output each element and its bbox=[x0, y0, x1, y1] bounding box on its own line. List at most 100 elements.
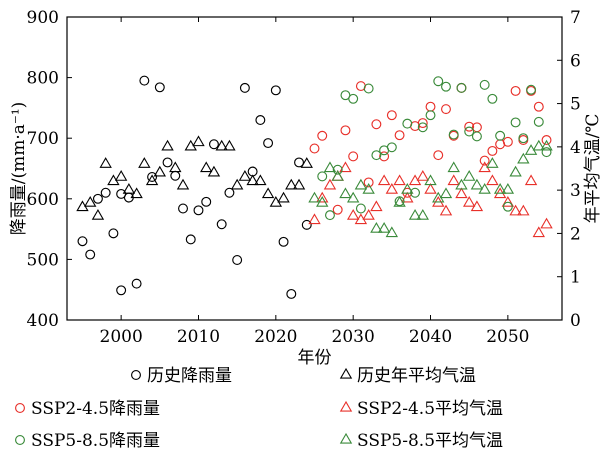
data-point-triangle bbox=[470, 178, 484, 190]
legend-item: 历史降雨量 bbox=[131, 366, 232, 386]
data-point-circle bbox=[371, 119, 382, 130]
y-right-tick-label: 5 bbox=[570, 95, 581, 115]
data-point-circle bbox=[77, 236, 88, 247]
data-point-triangle bbox=[362, 209, 375, 220]
data-point-triangle bbox=[323, 161, 337, 173]
data-point-circle bbox=[479, 155, 490, 166]
data-point-triangle bbox=[122, 183, 136, 194]
data-point-triangle bbox=[439, 204, 453, 216]
data-point-triangle bbox=[323, 178, 337, 190]
data-point-triangle bbox=[385, 226, 399, 238]
data-point-triangle bbox=[370, 221, 383, 233]
data-point-triangle bbox=[377, 221, 391, 233]
data-point-circle bbox=[278, 236, 289, 247]
data-point-triangle bbox=[215, 139, 228, 151]
data-point-triangle bbox=[501, 183, 515, 194]
legend-label: 历史年平均气温 bbox=[357, 366, 476, 386]
data-point-triangle bbox=[207, 165, 221, 177]
legend-item: SSP5-8.5平均气温 bbox=[339, 431, 503, 451]
y-right-axis-label: 年平均气温/℃ bbox=[583, 114, 603, 224]
data-point-triangle bbox=[246, 174, 259, 186]
plot-frame bbox=[66, 16, 563, 321]
data-point-triangle bbox=[455, 178, 468, 190]
legend: 历史降雨量 历史年平均气温 SSP2-4.5降雨量 SSP2-4.5平均气温 SSP5-… bbox=[15, 366, 503, 451]
legend-item: SSP2-4.5平均气温 bbox=[339, 399, 503, 419]
data-point-circle bbox=[332, 204, 343, 215]
data-point-triangle bbox=[540, 217, 553, 229]
data-point-circle bbox=[270, 85, 281, 96]
y-left-tick-label: 800 bbox=[27, 69, 59, 89]
data-point-triangle bbox=[238, 170, 252, 181]
data-point-circle bbox=[178, 203, 188, 214]
data-point-circle bbox=[502, 201, 513, 212]
data-point-circle bbox=[154, 82, 165, 93]
data-point-triangle bbox=[416, 209, 429, 220]
data-point-circle bbox=[185, 234, 196, 245]
data-point-triangle bbox=[91, 209, 105, 220]
data-point-circle bbox=[263, 138, 274, 149]
data-point-circle bbox=[208, 139, 219, 150]
data-point-circle bbox=[100, 187, 111, 198]
data-point-triangle bbox=[292, 178, 306, 190]
data-point-triangle bbox=[161, 139, 174, 151]
data-point-circle bbox=[386, 110, 397, 121]
data-point-circle bbox=[448, 129, 459, 140]
x-tick-label: 2050 bbox=[486, 327, 529, 347]
data-point-circle bbox=[386, 142, 397, 153]
data-point-circle bbox=[510, 117, 521, 128]
data-point-circle bbox=[495, 130, 506, 141]
data-point-circle bbox=[301, 219, 312, 230]
data-point-triangle bbox=[99, 157, 112, 168]
data-point-circle bbox=[541, 147, 552, 158]
data-point-triangle bbox=[362, 183, 375, 194]
data-point-triangle bbox=[393, 196, 406, 207]
data-point-circle bbox=[147, 172, 158, 182]
data-point-circle bbox=[340, 125, 351, 136]
x-tick-label: 2040 bbox=[409, 327, 452, 347]
data-point-triangle bbox=[486, 157, 499, 168]
data-point-circle bbox=[441, 81, 451, 92]
data-point-circle bbox=[286, 288, 297, 299]
x-tick-label: 2020 bbox=[254, 327, 297, 347]
data-point-circle bbox=[216, 219, 227, 230]
data-point-circle bbox=[239, 82, 250, 93]
y-right-tick-label: 3 bbox=[570, 181, 581, 201]
data-point-circle bbox=[332, 164, 343, 175]
data-point-circle bbox=[456, 82, 467, 93]
data-point-circle bbox=[433, 76, 444, 87]
data-point-triangle bbox=[517, 152, 530, 164]
data-point-triangle bbox=[393, 174, 406, 186]
data-point-triangle bbox=[509, 165, 522, 177]
y-right-tick-label: 6 bbox=[570, 51, 581, 71]
data-point-circle bbox=[363, 83, 374, 94]
data-point-triangle bbox=[486, 174, 499, 186]
data-point-triangle bbox=[176, 178, 190, 190]
data-point-circle bbox=[170, 170, 181, 181]
legend-item: 历史年平均气温 bbox=[339, 366, 476, 386]
data-point-triangle bbox=[509, 204, 522, 216]
data-point-circle bbox=[224, 187, 235, 198]
data-point-circle bbox=[464, 126, 475, 137]
data-point-triangle bbox=[370, 200, 383, 212]
data-point-circle bbox=[487, 93, 498, 104]
data-point-triangle bbox=[478, 183, 491, 194]
legend-marker-circle bbox=[15, 435, 25, 445]
data-point-circle bbox=[417, 122, 428, 133]
legend-label: SSP2-4.5降雨量 bbox=[31, 399, 160, 419]
data-point-triangle bbox=[339, 187, 352, 199]
data-point-triangle bbox=[261, 187, 275, 199]
y-left-tick-label: 600 bbox=[27, 190, 59, 210]
data-point-circle bbox=[92, 193, 103, 204]
data-point-triangle bbox=[153, 165, 167, 177]
y-right-tick-label: 7 bbox=[570, 8, 581, 28]
data-point-triangle bbox=[377, 174, 391, 186]
legend-item: SSP5-8.5降雨量 bbox=[15, 431, 160, 451]
legend-marker-triangle bbox=[339, 400, 353, 412]
data-point-circle bbox=[526, 84, 537, 95]
y-left-tick-label: 700 bbox=[27, 129, 59, 149]
y-left-tick-label: 500 bbox=[27, 250, 59, 270]
data-point-triangle bbox=[455, 187, 468, 199]
data-point-triangle bbox=[439, 187, 453, 199]
data-point-circle bbox=[479, 79, 490, 90]
